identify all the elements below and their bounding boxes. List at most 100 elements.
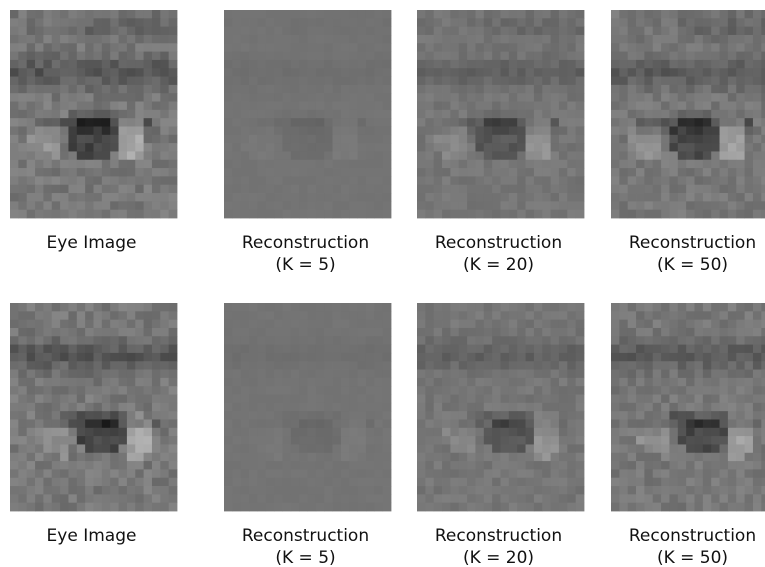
pixel: [745, 353, 754, 362]
pixel: [425, 135, 434, 144]
pixel: [669, 77, 678, 86]
pixel: [224, 419, 233, 428]
pixel: [450, 370, 459, 379]
pixel: [224, 478, 233, 487]
pixel: [686, 210, 695, 219]
pixel: [77, 77, 86, 86]
pixel: [644, 469, 653, 478]
pixel: [119, 10, 128, 19]
pixel: [374, 18, 383, 27]
pixel: [695, 168, 704, 177]
pixel: [366, 201, 375, 210]
pixel: [678, 68, 687, 77]
pixel: [619, 336, 628, 345]
pixel: [661, 60, 670, 69]
pixel: [102, 151, 111, 160]
pixel: [619, 110, 628, 119]
pixel: [341, 436, 350, 445]
pixel: [492, 403, 501, 412]
pixel: [745, 370, 754, 379]
pixel: [135, 461, 144, 470]
pixel: [266, 210, 275, 219]
pixel: [720, 469, 729, 478]
pixel: [52, 210, 61, 219]
pixel: [257, 176, 266, 185]
pixel: [695, 428, 704, 437]
pixel: [517, 328, 526, 337]
pixel: [567, 395, 576, 404]
pixel: [753, 43, 762, 52]
pixel: [745, 436, 754, 445]
pixel: [241, 395, 250, 404]
pixel: [324, 52, 333, 61]
pixel: [374, 411, 383, 420]
pixel: [232, 110, 241, 119]
pixel: [619, 345, 628, 354]
pixel: [467, 160, 476, 169]
pixel: [249, 52, 258, 61]
pixel: [43, 151, 52, 160]
pixel: [619, 478, 628, 487]
pixel: [35, 118, 44, 127]
pixel: [224, 193, 233, 202]
pixel: [52, 10, 61, 19]
pixel: [509, 386, 518, 395]
pixel: [341, 361, 350, 370]
pixel: [425, 486, 434, 495]
pixel: [60, 444, 69, 453]
pixel: [274, 328, 283, 337]
pixel: [736, 411, 745, 420]
pixel: [417, 118, 426, 127]
pixel: [551, 503, 560, 512]
pixel: [18, 494, 27, 503]
pixel: [720, 176, 729, 185]
pixel: [509, 27, 518, 36]
pixel: [10, 461, 19, 470]
pixel: [383, 52, 392, 61]
pixel: [475, 345, 484, 354]
pixel: [27, 386, 36, 395]
pixel: [534, 135, 543, 144]
pixel: [224, 85, 233, 94]
pixel: [753, 503, 762, 512]
pixel: [43, 201, 52, 210]
pixel: [274, 403, 283, 412]
pixel: [492, 370, 501, 379]
pixel: [266, 77, 275, 86]
pixel: [18, 210, 27, 219]
pixel: [661, 102, 670, 111]
pixel: [35, 494, 44, 503]
pixel: [728, 193, 737, 202]
pixel: [18, 143, 27, 152]
pixel: [434, 503, 443, 512]
pixel: [316, 503, 325, 512]
pixel: [551, 85, 560, 94]
pixel: [753, 320, 762, 329]
pixel: [644, 143, 653, 152]
pixel: [299, 60, 308, 69]
pixel: [316, 85, 325, 94]
pixel: [333, 77, 342, 86]
pixel: [720, 395, 729, 404]
pixel: [316, 461, 325, 470]
pixel: [551, 193, 560, 202]
pixel: [94, 35, 103, 44]
pixel: [135, 320, 144, 329]
pixel: [18, 478, 27, 487]
pixel: [10, 176, 19, 185]
pixel: [27, 453, 36, 462]
pixel: [18, 378, 27, 387]
pixel: [10, 419, 19, 428]
pixel: [653, 436, 662, 445]
pixel: [383, 403, 392, 412]
pixel: [299, 18, 308, 27]
pixel: [241, 386, 250, 395]
pixel: [169, 85, 178, 94]
pixel: [85, 345, 94, 354]
pixel: [308, 419, 317, 428]
pixel: [341, 85, 350, 94]
pixel: [274, 27, 283, 36]
pixel: [349, 320, 358, 329]
pixel: [144, 85, 153, 94]
pixel: [484, 395, 493, 404]
